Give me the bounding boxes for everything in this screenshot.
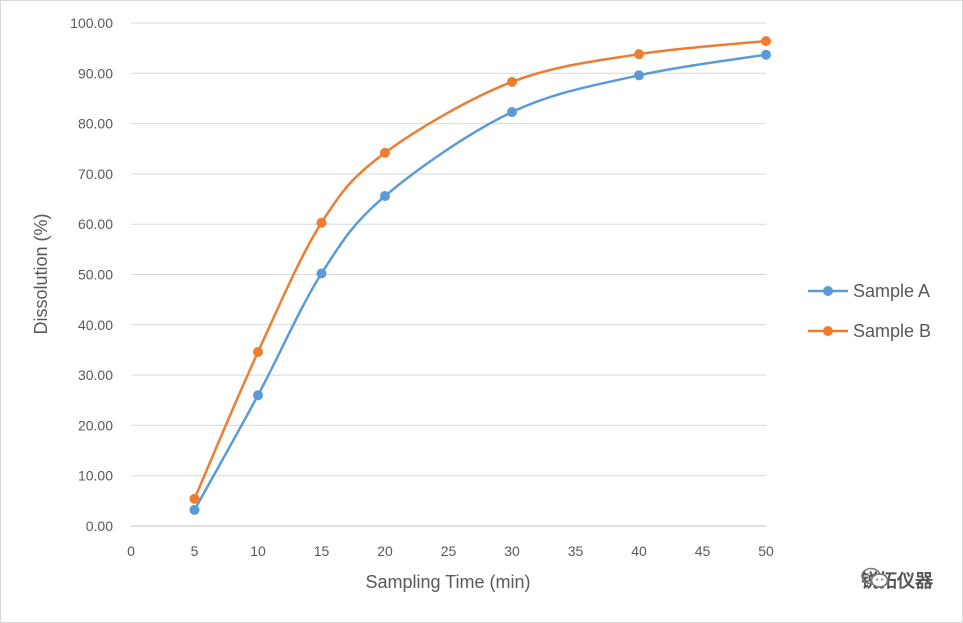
x-tick-label: 15 [314,543,330,559]
series-line-sample-b [193,39,767,500]
x-tick-label: 40 [631,543,647,559]
watermark: 锐拓仪器 [861,567,933,593]
y-tick-label: 70.00 [78,166,113,182]
legend-marker-sample-b [823,326,833,336]
data-point-sample-a [316,268,327,279]
x-tick-label: 0 [127,543,135,559]
x-tick-label: 45 [695,543,711,559]
y-tick-label: 90.00 [78,65,113,81]
legend-marker-sample-a [823,286,833,296]
legend-label-sample-a: Sample A [853,281,930,301]
x-tick-label: 35 [568,543,584,559]
series-line-sample-a [193,53,767,511]
y-tick-label: 100.00 [70,15,113,31]
series-lines [193,39,767,511]
x-tick-labels: 0 5 10 15 20 25 30 35 40 45 50 [127,543,774,559]
x-tick-label: 5 [191,543,199,559]
y-tick-label: 30.00 [78,367,113,383]
x-tick-label: 10 [250,543,266,559]
y-tick-labels: 0.00 10.00 20.00 30.00 40.00 50.00 60.00 70.00 8… [70,15,113,534]
x-tick-label: 30 [504,543,520,559]
x-tick-label: 25 [441,543,457,559]
data-point-sample-b [761,36,771,47]
legend-label-sample-b: Sample B [853,321,931,341]
data-point-sample-a [507,107,517,118]
x-tick-label: 20 [377,543,393,559]
y-axis-title: Dissolution (%) [31,213,51,334]
y-tick-label: 20.00 [78,417,113,433]
data-point-sample-a [761,49,771,60]
y-tick-label: 0.00 [86,518,113,534]
data-point-sample-a [189,504,200,515]
y-tick-label: 10.00 [78,468,113,484]
data-point-sample-a [253,390,263,401]
wechat-icon [861,567,889,588]
y-tick-label: 80.00 [78,116,113,132]
legend: Sample A Sample B [808,281,931,341]
data-point-sample-a [634,70,644,81]
gridlines [131,22,766,527]
data-point-sample-a [380,191,390,202]
y-tick-label: 40.00 [78,317,113,333]
data-point-sample-b [316,217,327,228]
y-tick-label: 60.00 [78,216,113,232]
data-point-sample-b [380,147,390,158]
y-tick-label: 50.00 [78,267,113,283]
x-tick-label: 50 [758,543,774,559]
data-point-sample-b [507,76,517,87]
data-point-sample-b [189,493,200,504]
series-points [189,36,771,515]
data-point-sample-b [634,49,644,60]
data-point-sample-b [253,346,263,357]
x-axis-title: Sampling Time (min) [365,572,530,592]
